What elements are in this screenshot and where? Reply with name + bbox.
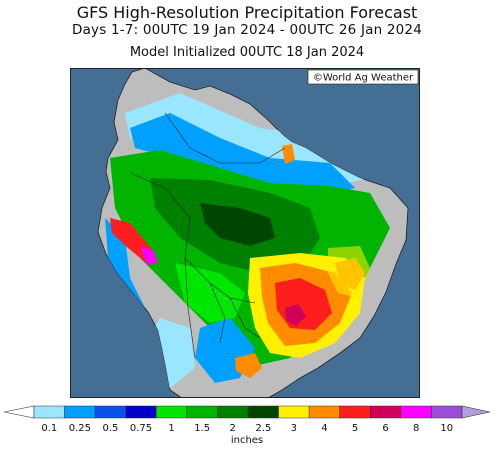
colorbar-cell bbox=[339, 405, 371, 419]
colorbar-tick-label: 3 bbox=[291, 423, 297, 434]
colorbar-cell bbox=[370, 405, 402, 419]
colorbar-cell bbox=[94, 405, 126, 419]
colorbar-tick-label: 8 bbox=[413, 423, 419, 434]
colorbar: 0.1 0.25 0.5 0.75 1 1.5 2 2.5 3 4 5 6 8 10 inches bbox=[3, 405, 491, 446]
colorbar-cell bbox=[125, 405, 157, 419]
colorbar-cell bbox=[247, 405, 279, 419]
colorbar-cell bbox=[308, 405, 340, 419]
colorbar-tick-label: 1.5 bbox=[194, 423, 210, 434]
colorbar-tick-label: 0.1 bbox=[41, 423, 57, 434]
colorbar-cell bbox=[431, 405, 463, 419]
colorbar-cell bbox=[33, 405, 65, 419]
precip-orange-amapa bbox=[282, 144, 295, 164]
colorbar-tick-label: 1 bbox=[168, 423, 174, 434]
map-title: GFS High-Resolution Precipitation Foreca… bbox=[76, 3, 418, 22]
precip-yellow-ne bbox=[328, 246, 370, 298]
precip-blue-north bbox=[130, 113, 355, 196]
colorbar-over-arrow bbox=[461, 405, 491, 419]
precipitation-fields bbox=[105, 93, 390, 388]
credit-text: ©World Ag Weather bbox=[313, 73, 414, 84]
precipitation-map: ©World Ag Weather bbox=[70, 68, 420, 398]
colorbar-cell bbox=[400, 405, 432, 419]
forecast-period: Days 1-7: 00UTC 19 Jan 2024 - 00UTC 26 J… bbox=[71, 22, 423, 38]
precip-orange-south bbox=[235, 353, 262, 378]
colorbar-cell bbox=[64, 405, 96, 419]
model-init-time: Model Initialized 00UTC 18 Jan 2024 bbox=[129, 45, 365, 60]
precip-magenta-se bbox=[285, 304, 306, 326]
colorbar-cell bbox=[278, 405, 310, 419]
colorbar-cell bbox=[156, 405, 188, 419]
country-borders bbox=[129, 112, 286, 359]
colorbar-tick-label: 0.75 bbox=[130, 423, 152, 434]
colorbar-under-arrow bbox=[3, 405, 35, 419]
colorbar-unit: inches bbox=[231, 435, 263, 446]
colorbar-tick-label: 0.25 bbox=[69, 423, 91, 434]
precip-brightgreen-sw bbox=[175, 263, 245, 323]
colorbar-cells bbox=[3, 405, 491, 419]
colorbar-cell bbox=[217, 405, 249, 419]
precip-magenta-andes bbox=[140, 246, 158, 265]
map-frame bbox=[70, 68, 420, 398]
credit-box bbox=[307, 69, 419, 85]
colorbar-tick-label: 2.5 bbox=[255, 423, 271, 434]
colorbar-cell bbox=[186, 405, 218, 419]
colorbar-tick-label: 10 bbox=[440, 423, 453, 434]
colorbar-tick-label: 6 bbox=[382, 423, 388, 434]
precip-darkest-core bbox=[200, 203, 275, 246]
colorbar-tick-label: 2 bbox=[230, 423, 236, 434]
colorbar-tick-label: 5 bbox=[352, 423, 358, 434]
colorbar-tick-label: 0.5 bbox=[102, 423, 118, 434]
colorbar-tick-label: 4 bbox=[321, 423, 327, 434]
colorbar-ticks: 0.1 0.25 0.5 0.75 1 1.5 2 2.5 3 4 5 6 8 10 bbox=[41, 423, 453, 434]
